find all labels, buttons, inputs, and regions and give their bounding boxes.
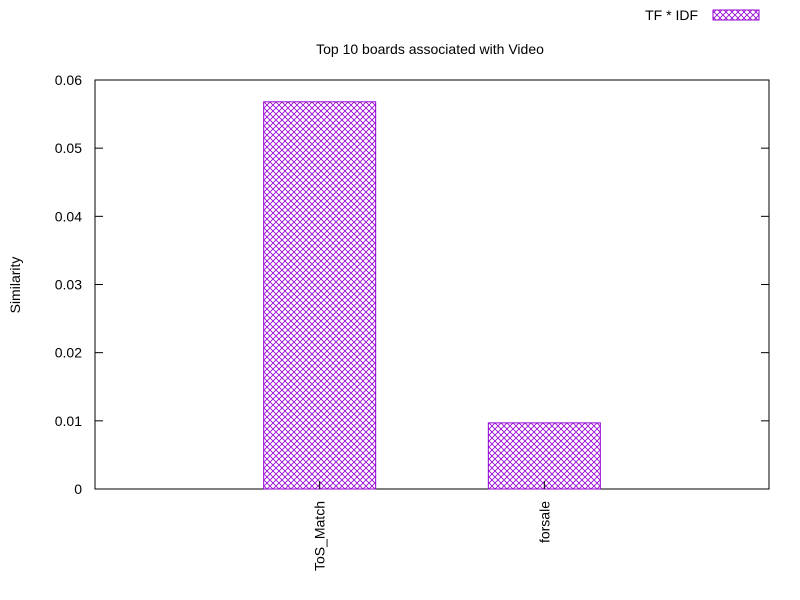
legend: TF * IDF bbox=[645, 7, 760, 23]
bar-tos-match bbox=[263, 101, 377, 490]
y-tick-label: 0.05 bbox=[55, 140, 82, 156]
y-tick-label: 0.03 bbox=[55, 277, 82, 293]
legend-swatch bbox=[712, 9, 760, 21]
bar-forsale bbox=[487, 422, 601, 490]
y-axis-label: Similarity bbox=[7, 257, 23, 314]
x-tick-label: forsale bbox=[536, 501, 552, 543]
y-tick-label: 0.01 bbox=[55, 413, 82, 429]
y-tick-label: 0.06 bbox=[55, 72, 82, 88]
chart-title: Top 10 boards associated with Video bbox=[316, 41, 544, 57]
plot-area-frame bbox=[94, 79, 770, 490]
y-tick-label: 0 bbox=[74, 481, 82, 497]
legend-label: TF * IDF bbox=[645, 7, 698, 23]
y-axis-ticks: 0 0.01 0.02 0.03 0.04 0.05 0.06 bbox=[55, 72, 769, 497]
y-tick-label: 0.04 bbox=[55, 208, 82, 224]
y-tick-label: 0.02 bbox=[55, 345, 82, 361]
x-axis-labels: ToS_Match forsale bbox=[312, 481, 552, 571]
x-tick-label: ToS_Match bbox=[312, 501, 328, 571]
bars bbox=[263, 101, 601, 490]
